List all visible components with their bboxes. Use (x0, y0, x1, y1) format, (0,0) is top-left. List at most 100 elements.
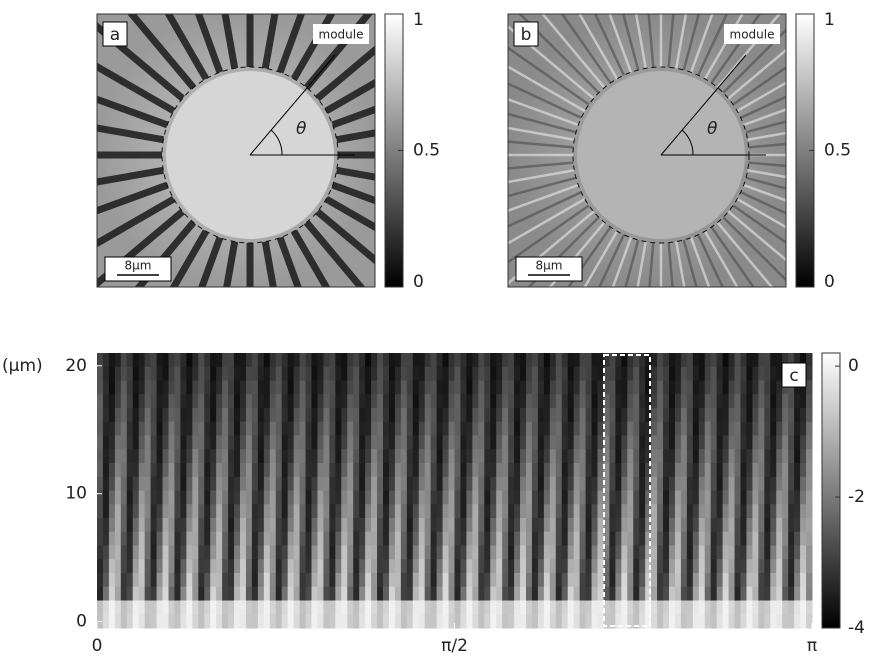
heatmap-cell (305, 559, 312, 574)
heatmap-cell (180, 614, 187, 629)
heatmap-cell (460, 504, 467, 519)
heatmap-cell (674, 504, 682, 519)
heatmap-cell (758, 408, 765, 423)
heatmap-cell (472, 531, 479, 546)
heatmap-cell (424, 573, 432, 588)
heatmap-cell (180, 463, 187, 478)
heatmap-cell (114, 614, 122, 629)
heatmap-cell (394, 408, 402, 423)
heatmap-cell (186, 476, 193, 491)
heatmap-cell (722, 476, 730, 491)
heatmap-cell (198, 518, 205, 533)
heatmap-cell (508, 408, 515, 423)
heatmap-cell (639, 600, 646, 615)
heatmap-cell (561, 490, 569, 505)
heatmap-cell (472, 421, 479, 436)
heatmap-cell (293, 421, 301, 436)
heatmap-cell (412, 545, 420, 560)
heatmap-cell (782, 421, 789, 436)
heatmap-cell (716, 573, 724, 588)
heatmap-cell (234, 490, 241, 505)
heatmap-cell (597, 531, 604, 546)
heatmap-cell (669, 476, 676, 491)
heatmap-cell (627, 490, 634, 505)
heatmap-cell (359, 614, 366, 629)
heatmap-cell (710, 518, 718, 533)
heatmap-cell (704, 586, 712, 601)
heatmap-cell (621, 614, 628, 629)
heatmap-cell (502, 394, 509, 409)
heatmap-cell (442, 421, 450, 436)
heatmap-cell (204, 545, 211, 560)
heatmap-cell (275, 531, 283, 546)
heatmap-cell (150, 435, 158, 450)
heatmap-cell (496, 408, 503, 423)
heatmap-cell (174, 586, 181, 601)
spoke (675, 241, 686, 287)
heatmap-cell (198, 463, 205, 478)
heatmap-cell (347, 545, 354, 560)
heatmap-cell (442, 586, 450, 601)
heatmap-cell (406, 504, 414, 519)
heatmap-cell (412, 353, 420, 368)
heatmap-cell (615, 394, 622, 409)
heatmap-cell (132, 518, 140, 533)
heatmap-cell (97, 504, 104, 519)
heatmap-cell (573, 353, 581, 368)
heatmap-cell (740, 518, 747, 533)
heatmap-cell (240, 463, 247, 478)
heatmap-cell (114, 545, 122, 560)
heatmap-cell (365, 600, 372, 615)
heatmap-cell (728, 380, 736, 395)
spoke (745, 120, 786, 134)
heatmap-cell (520, 366, 527, 381)
heatmap-cell (394, 531, 402, 546)
heatmap-cell (746, 573, 753, 588)
heatmap-cell (234, 449, 241, 464)
heatmap-cell (609, 518, 616, 533)
heatmap-cell (633, 573, 640, 588)
heatmap-cell (371, 518, 378, 533)
heatmap-cell (806, 394, 813, 409)
heatmap-cell (561, 614, 569, 629)
heatmap-cell (144, 353, 152, 368)
heatmap-cell (168, 463, 175, 478)
heatmap-cell (418, 586, 426, 601)
heatmap-cell (585, 518, 593, 533)
heatmap-cell (192, 408, 199, 423)
heatmap-cell (436, 421, 444, 436)
heatmap-cell (210, 518, 217, 533)
heatmap-cell (186, 614, 193, 629)
heatmap-cell (335, 518, 342, 533)
spoke (743, 183, 786, 202)
heatmap-cell (144, 518, 152, 533)
heatmap-cell (269, 353, 277, 368)
spoke (703, 14, 744, 80)
heatmap-cell (168, 531, 175, 546)
heatmap-cell (204, 476, 211, 491)
spoke (97, 62, 176, 115)
heatmap-cell (686, 463, 694, 478)
heatmap-cell (728, 600, 736, 615)
spoke (567, 226, 612, 287)
heatmap-cell (150, 449, 158, 464)
theta: θ (296, 119, 307, 139)
heatmap-cell (234, 476, 241, 491)
heatmap-cell (228, 408, 235, 423)
heatmap-cell (162, 463, 169, 478)
heatmap-cell (102, 476, 110, 491)
heatmap-cell (269, 600, 277, 615)
heatmap-cell (192, 504, 199, 519)
heatmap-cell (788, 504, 795, 519)
heatmap-cell (549, 600, 557, 615)
heatmap-cell (174, 353, 181, 368)
heatmap-cell (424, 614, 432, 629)
heatmap-cell (323, 394, 330, 409)
heatmap-cell (430, 408, 438, 423)
heatmap-cell (686, 600, 694, 615)
heatmap-cell (317, 449, 324, 464)
heatmap-cell (204, 366, 211, 381)
heatmap-cell (531, 504, 539, 519)
heatmap-cell (120, 394, 128, 409)
heatmap-cell (716, 600, 724, 615)
